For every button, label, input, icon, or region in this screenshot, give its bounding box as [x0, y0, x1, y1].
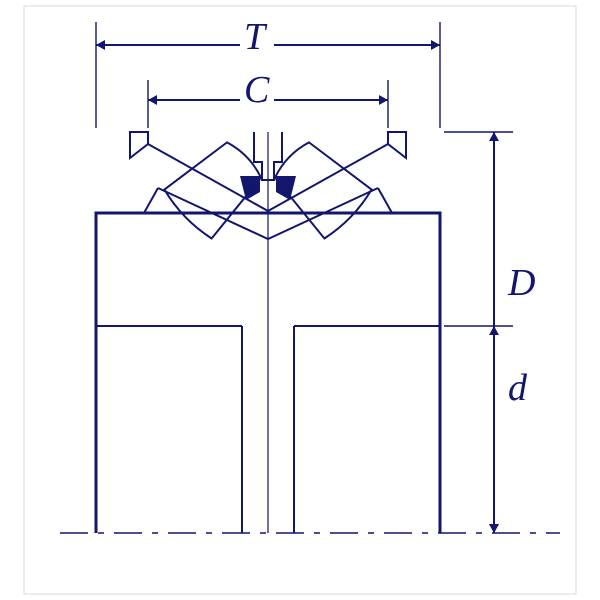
label-C: C	[244, 68, 269, 112]
label-d: d	[508, 366, 527, 410]
label-D: D	[508, 261, 535, 305]
label-T: T	[244, 15, 265, 59]
